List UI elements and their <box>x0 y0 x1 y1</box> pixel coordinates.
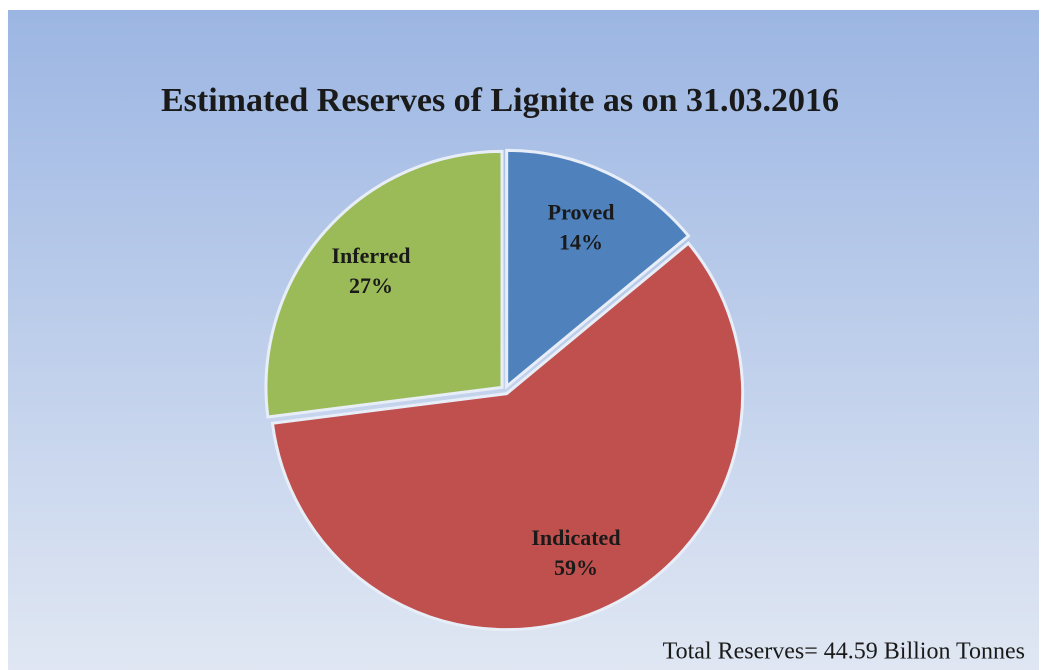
pie-slice <box>270 241 745 632</box>
slice-category-label: Inferred <box>331 243 410 268</box>
slice-value-label: 14% <box>559 229 603 254</box>
pie-slice <box>505 148 691 390</box>
slice-category-label: Indicated <box>531 525 620 550</box>
slice-value-label: 59% <box>554 555 598 580</box>
chart-title: Estimated Reserves of Lignite as on 31.0… <box>161 82 839 119</box>
slice-category-label: Proved <box>548 199 615 224</box>
slice-value-label: 27% <box>349 273 393 298</box>
annotation: Total Reserves= 44.59 Billion Tonnes <box>663 639 1025 665</box>
pie-slice <box>264 149 504 419</box>
